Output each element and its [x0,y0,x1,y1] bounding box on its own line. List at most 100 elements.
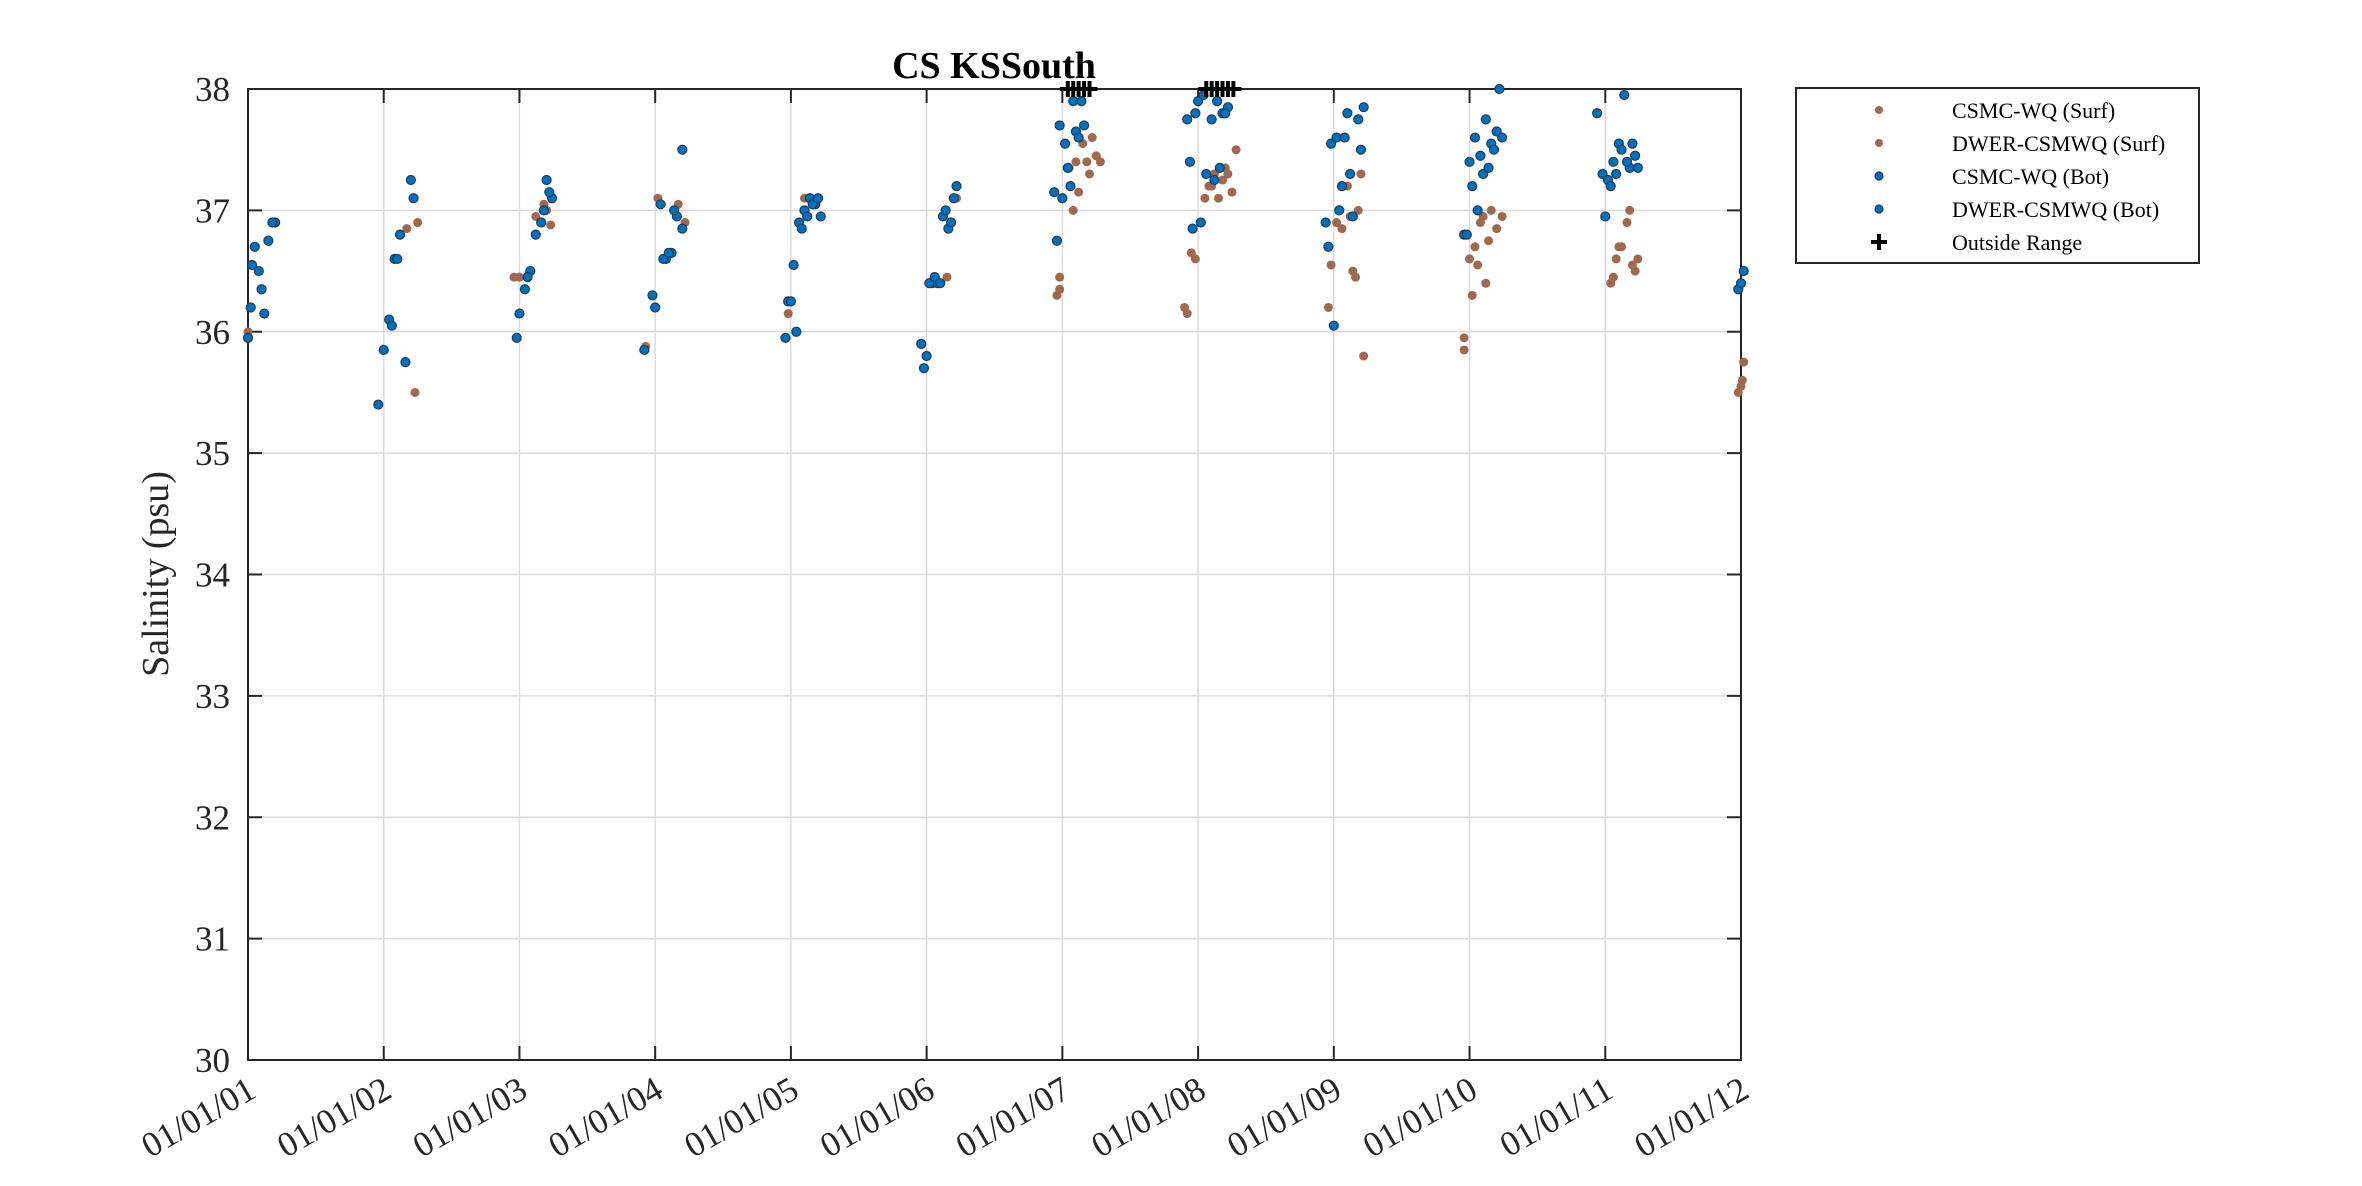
bot-data-point [1206,114,1217,125]
bot-data-point [647,290,658,301]
bot-data-point [267,217,278,228]
surf-data-point [1087,133,1097,143]
surf-data-point [1611,254,1621,264]
bot-data-point [650,302,661,313]
bot-data-point [1051,235,1063,246]
surf-data-point [1497,211,1507,221]
y-tick-label: 33 [195,677,230,716]
bot-data-point [788,259,799,271]
chart-title: CS KSSouth [892,45,1096,87]
y-tick-label: 38 [195,70,230,109]
legend-entry-label: DWER-CSMWQ (Surf) [1952,131,2165,156]
surf-data-point [1055,284,1065,294]
outside-range-marker [1081,81,1098,97]
bot-data-point [951,181,962,192]
bot-data-point [1475,150,1486,161]
axis-ticks [247,88,1742,1061]
bot-data-point [1494,83,1505,95]
bot-data-point [1328,320,1339,331]
bot-data-point [1059,138,1071,149]
surf-data-point [1470,242,1480,252]
surf-data-point [1200,193,1210,203]
bot-data-point [1469,132,1481,143]
surf-data-point [1213,193,1223,203]
bot-data-point [1605,181,1616,192]
bot-data-point [522,272,533,283]
surf-data-point [1486,205,1496,215]
bot-data-point [1065,181,1076,192]
surf-data-point [410,387,420,397]
bot-data-point [940,205,951,216]
bot-data-point [1630,150,1641,161]
surf-data-point [1190,254,1200,264]
bot-data-point [815,211,826,222]
bot-data-point [663,247,674,258]
surf-data-point [1068,205,1078,215]
bot-data-point [1472,205,1483,216]
bot-data-point [1616,144,1627,155]
surf-data-point [1459,333,1469,343]
bot-data-point [802,211,813,222]
series-outside-4 [1059,81,1242,97]
bot-data-point [1355,144,1367,155]
y-tick-label: 36 [195,313,230,352]
bot-data-point [1347,211,1358,222]
bot-data-point [1334,205,1345,216]
bot-data-point [511,332,522,343]
y-tick-labels: 30 31 32 33 34 35 36 37 38 [195,70,230,1080]
surf-data-point [783,309,793,319]
legend-box [1795,87,2200,264]
bot-data-point [918,363,930,374]
surf-data-point [1326,260,1336,270]
bot-data-point [249,241,260,252]
bot-data-point [1461,229,1472,240]
bot-data-point [1057,193,1068,204]
y-axis-label: Salinity (psu) [135,471,177,677]
bot-data-point [1339,132,1350,143]
bot-data-point [246,259,258,271]
bot-data-point [791,326,802,337]
bot-data-point [1062,162,1073,173]
surf-data-point [1733,387,1743,397]
bot-data-point [405,174,416,186]
bot-data-point [1209,174,1220,186]
bot-data-point [1358,102,1369,113]
bot-data-point [1600,211,1611,222]
bot-data-point [541,174,552,186]
bot-data-point [259,308,270,319]
surf-data-point [1337,224,1347,234]
surf-data-point [546,220,556,230]
bot-data-point [677,144,688,155]
surf-data-point [1182,309,1192,319]
y-tick-label: 34 [195,556,230,595]
bot-data-point [945,217,957,228]
surf-data-point [1223,169,1233,179]
surf-data-point [1737,375,1747,385]
y-tick-label: 35 [195,434,230,473]
bot-data-point [1078,120,1090,131]
y-tick-label: 31 [195,920,230,959]
legend-entry-label: CSMC-WQ (Bot) [1952,164,2109,189]
bot-data-point [639,344,650,356]
y-tick-label: 32 [195,798,230,837]
bot-data-point [1187,223,1198,234]
bot-data-point [1320,217,1331,228]
surf-data-point [1625,205,1635,215]
bot-data-point [538,205,549,216]
bot-data-point [935,278,946,289]
bot-data-point [655,199,666,210]
surf-data-point [1332,218,1342,228]
outside-range-marker [1225,81,1242,97]
bot-data-point [1182,114,1193,125]
legend-entry-label: Outside Range [1952,230,2082,255]
grid-lines [248,89,1741,1060]
surf-data-point [1082,157,1092,167]
bot-data-point [1336,181,1348,192]
surf-data-point [413,218,423,228]
surf-data-point [1739,357,1749,367]
bot-data-point [530,229,541,240]
bot-data-point [263,235,274,246]
bot-data-point [1632,162,1643,173]
bot-data-point [948,193,959,204]
